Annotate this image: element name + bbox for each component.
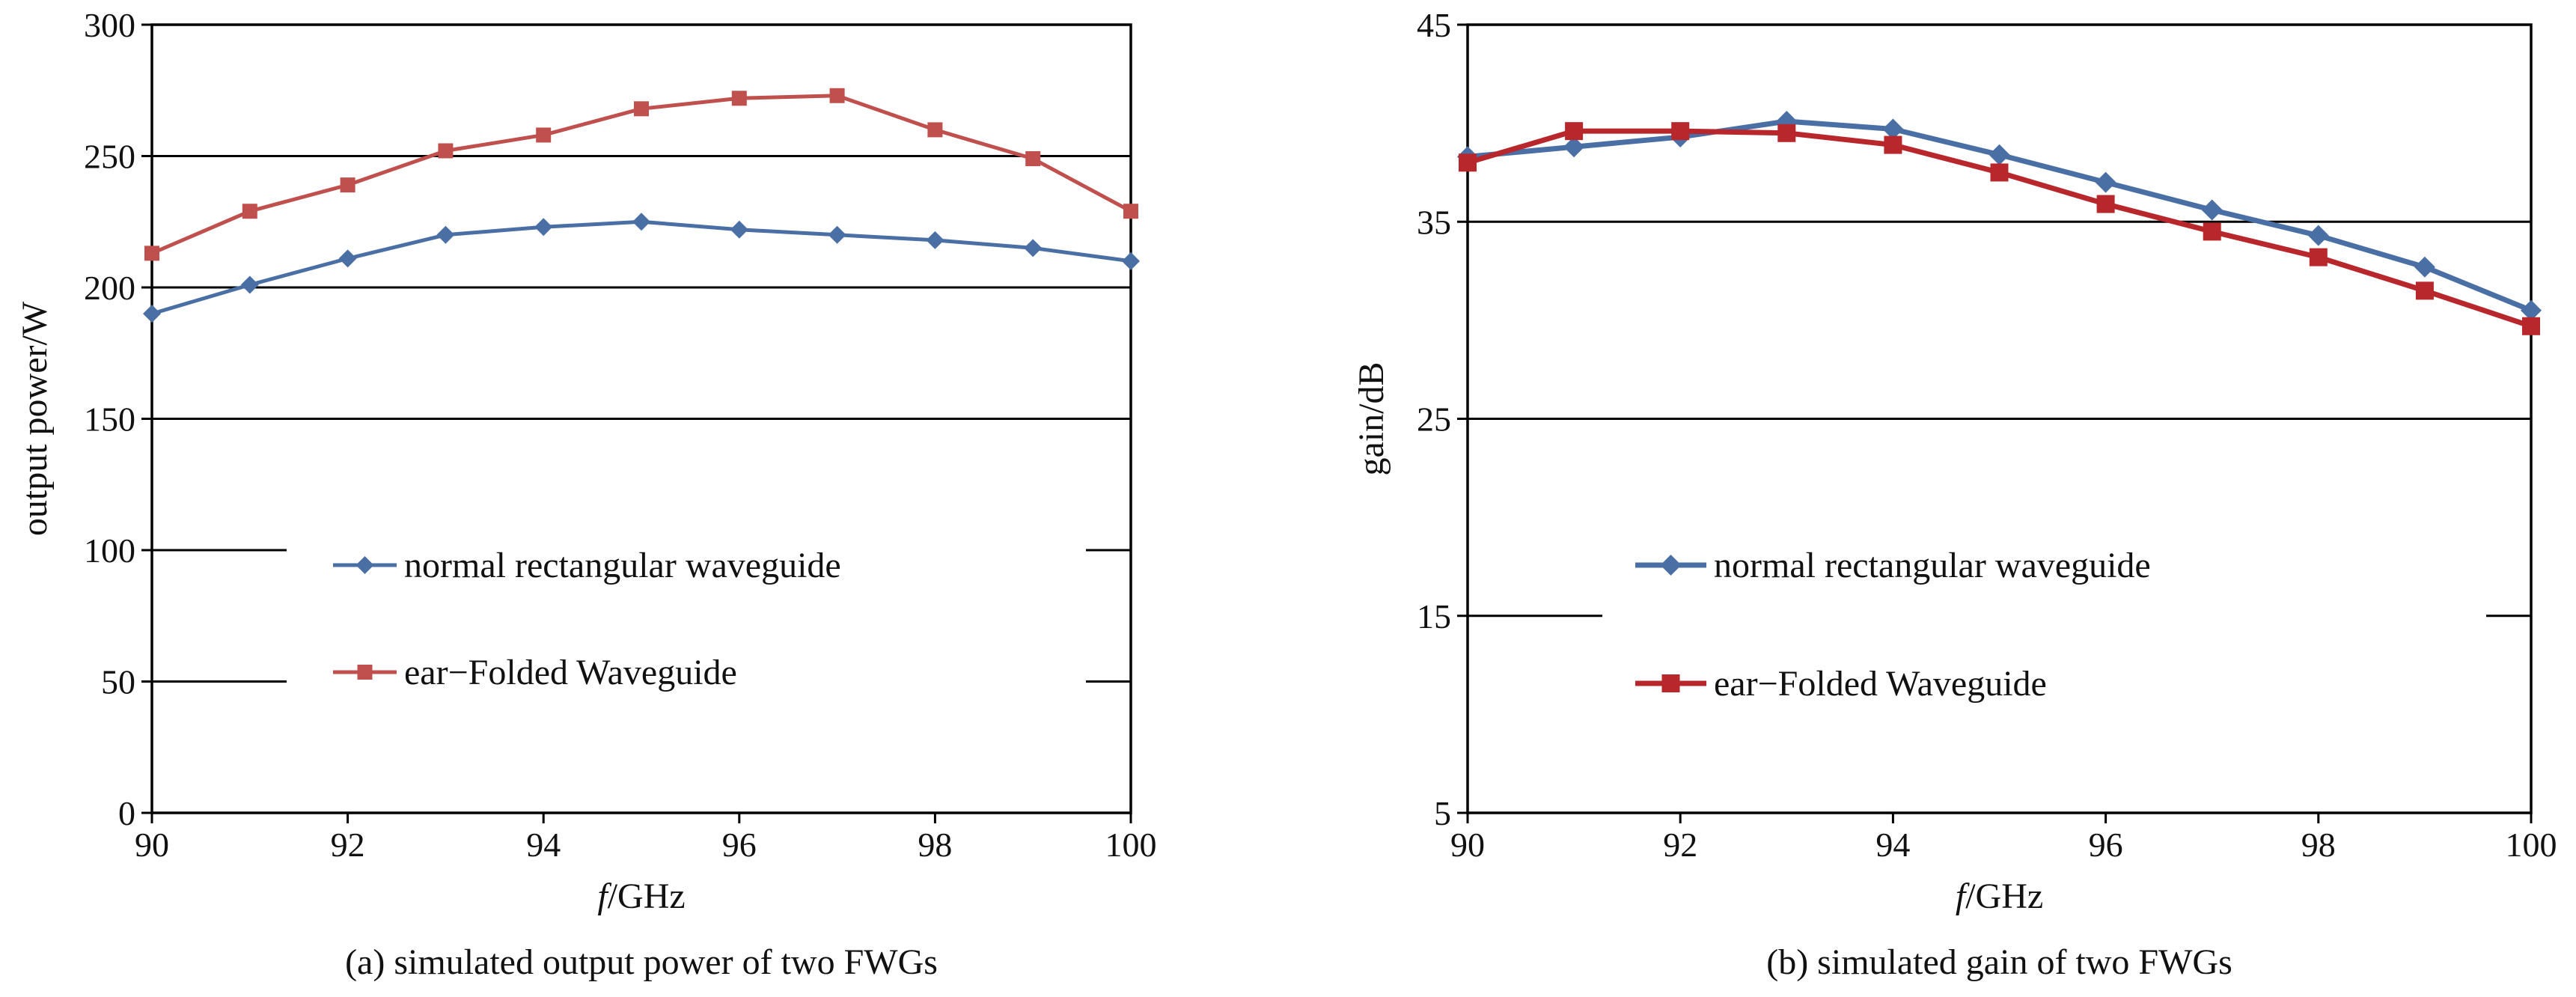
data-point-series-1 bbox=[1882, 118, 1904, 140]
x-axis-label-unit: /GHz bbox=[608, 876, 686, 916]
y-tick-label: 5 bbox=[1434, 794, 1451, 832]
data-point-series-2 bbox=[1990, 163, 2009, 182]
data-point-series-2 bbox=[1565, 122, 1584, 141]
data-point-series-1 bbox=[240, 275, 259, 294]
data-point-series-2 bbox=[1459, 153, 1477, 172]
x-tick-label: 90 bbox=[1450, 826, 1485, 864]
data-point-series-1 bbox=[1989, 144, 2010, 165]
legend-label: normal rectangular waveguide bbox=[1714, 546, 2151, 585]
legend-marker-diamond bbox=[1660, 555, 1682, 576]
y-tick-label: 0 bbox=[118, 794, 135, 832]
x-tick-label: 96 bbox=[722, 826, 757, 864]
data-point-series-2 bbox=[1777, 124, 1796, 142]
chart-panel-output-power: 0 50 100 150 200 250 300 90 92 94 96 98 100 f/GHz outp… bbox=[15, 6, 1157, 982]
data-point-series-1 bbox=[828, 225, 846, 244]
data-point-series-1 bbox=[338, 249, 357, 268]
data-point-series-2 bbox=[2522, 317, 2540, 335]
data-point-series-2 bbox=[1025, 151, 1041, 167]
y-tick-label: 250 bbox=[84, 138, 135, 176]
data-point-series-2 bbox=[1671, 122, 1690, 141]
x-axis-label: f/GHz bbox=[597, 876, 685, 916]
data-point-series-2 bbox=[1123, 204, 1138, 219]
data-point-series-1 bbox=[534, 218, 553, 237]
y-tick-label: 45 bbox=[1417, 6, 1451, 44]
data-point-series-1 bbox=[436, 225, 455, 244]
data-point-series-2 bbox=[1884, 135, 1902, 154]
x-axis-label: f/GHz bbox=[1956, 876, 2043, 916]
y-tick-label: 15 bbox=[1417, 597, 1451, 635]
data-point-series-1 bbox=[730, 220, 748, 239]
data-point-series-2 bbox=[731, 91, 747, 106]
legend-label: ear−Folded Waveguide bbox=[404, 653, 737, 692]
series-line-1 bbox=[151, 219, 1132, 316]
chart-panel-gain: 5 15 25 35 45 90 92 94 96 98 100 f/GHz gain/dB (b) si… bbox=[1352, 6, 2557, 982]
x-tick-label: 92 bbox=[331, 826, 365, 864]
data-point-series-1 bbox=[1122, 251, 1140, 270]
legend-label: ear−Folded Waveguide bbox=[1714, 664, 2047, 704]
x-tick-label: 98 bbox=[918, 826, 952, 864]
legend-entry-2: ear−Folded Waveguide bbox=[333, 653, 737, 692]
x-tick-label: 94 bbox=[526, 826, 561, 864]
legend-entry-1: normal rectangular waveguide bbox=[333, 546, 841, 585]
y-tick-label: 100 bbox=[84, 531, 135, 570]
data-point-series-1 bbox=[2307, 225, 2329, 246]
data-point-series-2 bbox=[829, 88, 845, 103]
data-point-series-1 bbox=[1024, 239, 1043, 257]
y-tick-label: 50 bbox=[101, 663, 135, 701]
data-point-series-2 bbox=[242, 204, 257, 219]
y-tick-label: 200 bbox=[84, 269, 135, 307]
data-point-series-2 bbox=[2415, 281, 2434, 300]
y-tick-label: 35 bbox=[1417, 203, 1451, 241]
y-tick-label: 150 bbox=[84, 400, 135, 439]
legend-entry-2: ear−Folded Waveguide bbox=[1635, 664, 2047, 704]
data-point-series-1 bbox=[1563, 136, 1585, 158]
y-axis-label: gain/dB bbox=[1352, 362, 1391, 476]
legend-marker-diamond bbox=[355, 556, 374, 574]
x-tick-label: 92 bbox=[1663, 826, 1697, 864]
legend-marker-square bbox=[1661, 674, 1680, 692]
data-point-series-1 bbox=[926, 231, 944, 249]
data-point-series-1 bbox=[632, 213, 650, 231]
legend-label: normal rectangular waveguide bbox=[404, 546, 841, 585]
y-tick-label: 300 bbox=[84, 6, 135, 44]
data-point-series-2 bbox=[340, 177, 355, 193]
figure-caption: (b) simulated gain of two FWGs bbox=[1766, 942, 2232, 982]
data-point-series-1 bbox=[2201, 199, 2223, 221]
data-point-series-1 bbox=[2521, 299, 2542, 321]
data-point-series-2 bbox=[144, 246, 159, 261]
x-tick-label: 90 bbox=[135, 826, 169, 864]
x-tick-label: 100 bbox=[1105, 826, 1157, 864]
x-axis-label-unit: /GHz bbox=[1965, 876, 2043, 916]
y-tick-label: 25 bbox=[1417, 400, 1451, 439]
data-point-series-2 bbox=[2096, 195, 2115, 213]
x-tick-label: 98 bbox=[2301, 826, 2336, 864]
data-point-series-2 bbox=[2309, 248, 2328, 266]
legend-marker-square bbox=[357, 665, 373, 680]
y-axis-label: output power/W bbox=[15, 301, 55, 536]
data-point-series-2 bbox=[438, 143, 454, 159]
x-tick-label: 100 bbox=[2506, 826, 2557, 864]
data-point-series-2 bbox=[927, 122, 943, 138]
x-tick-label: 94 bbox=[1875, 826, 1910, 864]
data-point-series-1 bbox=[2414, 256, 2435, 278]
data-point-series-2 bbox=[2203, 222, 2221, 241]
x-tick-label: 96 bbox=[2089, 826, 2123, 864]
legend-entry-1: normal rectangular waveguide bbox=[1635, 546, 2151, 585]
data-point-series-2 bbox=[536, 127, 552, 143]
data-point-series-1 bbox=[2095, 171, 2116, 193]
figure-caption: (a) simulated output power of two FWGs bbox=[345, 942, 938, 982]
data-point-series-1 bbox=[143, 305, 161, 323]
data-point-series-2 bbox=[634, 101, 649, 117]
